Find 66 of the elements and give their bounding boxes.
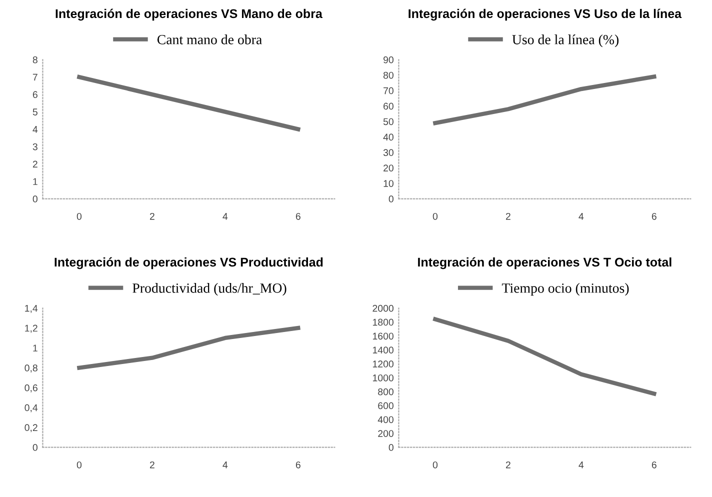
y-tick-label: 0 — [388, 196, 394, 202]
y-tick-label: 1000 — [372, 374, 394, 382]
x-tick-label: 2 — [150, 461, 154, 468]
y-tick-label: 400 — [378, 416, 394, 424]
x-tick-label: 6 — [652, 212, 656, 220]
y-tick-label: 20 — [384, 164, 394, 172]
y-tick-label: 6 — [32, 91, 38, 98]
y-tick-label: 1400 — [372, 346, 394, 354]
x-tick-label: 4 — [222, 213, 228, 220]
x-tick-label: 4 — [578, 462, 584, 468]
y-tick-label: 50 — [383, 118, 394, 126]
y-tick-label: 0 — [32, 444, 38, 451]
line-series — [433, 317, 656, 396]
legend-label: Tiempo ocio (minutos) — [502, 283, 629, 296]
y-tick-label: 3 — [32, 143, 38, 150]
x-tick-label: 4 — [578, 213, 584, 220]
line-series — [77, 326, 300, 370]
y-tick-label: 800 — [378, 388, 394, 396]
chart-title: Integración de operaciones VS Mano de obra — [56, 8, 322, 21]
x-tick-label: 2 — [506, 461, 510, 468]
legend-label: Cant mano de obra — [157, 34, 262, 44]
y-tick-label: 1 — [33, 344, 38, 352]
y-tick-label: 0 — [388, 444, 394, 451]
legend-label: Uso de la línea (%) — [512, 34, 619, 48]
line-series — [77, 74, 300, 132]
y-tick-label: 7 — [32, 74, 38, 81]
y-tick-label: 90 — [384, 56, 394, 64]
legend-label: Productividad (uds/hr_MO) — [132, 283, 286, 296]
y-tick-label: 5 — [32, 108, 38, 116]
y-tick-label: 2 — [32, 160, 38, 168]
x-tick-label: 0 — [432, 461, 438, 468]
x-tick-label: 0 — [76, 461, 82, 468]
y-tick-label: 0 — [32, 196, 38, 202]
x-tick-label: 0 — [432, 212, 438, 220]
y-tick-label: 0,6 — [24, 384, 38, 392]
x-tick-label: 2 — [150, 212, 154, 220]
y-tick-label: 1,4 — [25, 304, 38, 313]
y-tick-label: 1 — [33, 178, 38, 185]
y-tick-label: 4 — [32, 126, 38, 133]
y-tick-label: 1200 — [372, 360, 394, 368]
x-tick-label: 2 — [506, 212, 510, 220]
y-tick-label: 200 — [378, 430, 394, 437]
y-tick-label: 2000 — [372, 304, 394, 312]
y-tick-label: 60 — [384, 102, 394, 110]
x-tick-label: 6 — [296, 461, 300, 468]
y-tick-label: 1,2 — [25, 324, 38, 333]
y-tick-label: 30 — [383, 149, 394, 156]
y-tick-label: 80 — [383, 72, 394, 79]
y-tick-label: 0,4 — [24, 404, 38, 412]
x-tick-label: 6 — [296, 212, 300, 220]
x-tick-label: 0 — [76, 212, 82, 220]
x-tick-label: 6 — [652, 461, 656, 468]
line-series — [433, 74, 656, 126]
y-tick-label: 70 — [384, 87, 394, 94]
y-tick-label: 8 — [32, 56, 38, 64]
y-tick-label: 40 — [383, 134, 394, 141]
chart-title: Integración de operaciones VS T Ocio total — [418, 257, 672, 270]
y-tick-label: 600 — [378, 402, 394, 410]
chart-title: Integración de operaciones VS Productividad — [54, 257, 323, 270]
chart-title: Integración de operaciones VS Uso de la línea — [408, 8, 682, 21]
y-tick-label: 10 — [384, 180, 394, 187]
y-tick-label: 1600 — [372, 332, 394, 340]
y-tick-label: 0,8 — [24, 364, 38, 373]
y-tick-label: 1800 — [372, 318, 394, 326]
y-tick-label: 0,2 — [24, 424, 38, 432]
x-tick-label: 4 — [222, 462, 228, 468]
